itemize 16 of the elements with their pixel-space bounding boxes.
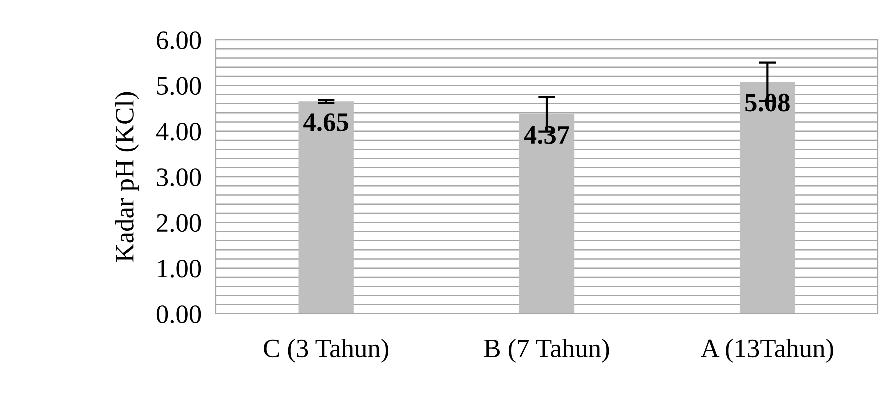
data-label: 4.37 <box>524 126 570 144</box>
bar <box>740 82 796 314</box>
y-tick-label: 6.00 <box>157 32 202 50</box>
y-axis-title: Kadar pH (KCl) <box>115 92 140 262</box>
y-tick-label: 2.00 <box>157 214 202 232</box>
y-tick-label: 3.00 <box>157 168 202 187</box>
bar <box>298 102 354 314</box>
data-label: 4.65 <box>304 114 348 132</box>
y-tick-label: 5.00 <box>157 77 202 96</box>
x-tick-label: B (7 Tahun) <box>484 339 610 363</box>
y-tick-label: 1.00 <box>158 260 202 278</box>
bar <box>519 114 575 314</box>
x-tick-label: A (13Tahun) <box>701 339 834 363</box>
y-tick-label: 4.00 <box>156 122 202 141</box>
x-tick-label: C (3 Tahun) <box>264 339 389 363</box>
y-tick-label: 0.00 <box>156 306 202 324</box>
